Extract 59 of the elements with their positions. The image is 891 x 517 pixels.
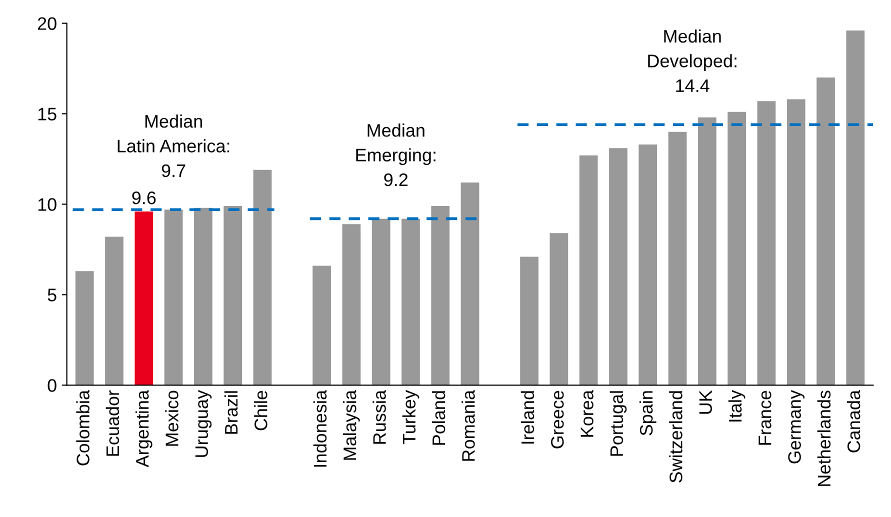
- y-tick-label: 0: [48, 379, 56, 392]
- bar: [550, 233, 568, 386]
- bar: [312, 266, 331, 386]
- x-tick-label: Indonesia: [313, 390, 327, 467]
- x-tick-label: Germany: [788, 390, 805, 464]
- x-tick-label: Switzerland: [669, 391, 682, 483]
- x-tick-label: Korea: [580, 390, 594, 437]
- x-tick-label: Spain: [639, 391, 656, 436]
- data-label: 9.6: [132, 191, 156, 204]
- x-tick-label: Argentina: [135, 390, 152, 468]
- bar: [846, 30, 865, 386]
- bar: [342, 224, 361, 386]
- ref-line-label: Median Developed: 14.4: [648, 29, 736, 92]
- bar: [431, 206, 450, 386]
- ref-line-label: Median Emerging: 9.2: [356, 124, 436, 186]
- x-tick-label: Chile: [254, 390, 268, 430]
- bar: [520, 256, 538, 386]
- bar: [194, 208, 212, 386]
- ref-line-label: Median Latin America: 9.7: [118, 114, 230, 178]
- x-tick-label: Colombia: [76, 390, 90, 466]
- bar: [402, 218, 420, 386]
- bar: [224, 206, 242, 386]
- x-tick-label: Romania: [462, 390, 475, 461]
- x-tick-label: Mexico: [165, 390, 178, 446]
- bar: [757, 101, 776, 386]
- bar: [164, 210, 183, 386]
- bar: [579, 155, 598, 386]
- x-tick-label: Canada: [846, 390, 860, 452]
- bar: [728, 112, 746, 386]
- x-tick-label: Ecuador: [106, 390, 120, 456]
- x-tick-label: UK: [699, 390, 712, 414]
- bar: [786, 99, 806, 386]
- bar: [638, 144, 658, 386]
- bar: [816, 78, 835, 386]
- bar: [75, 271, 94, 386]
- bar: [460, 182, 480, 386]
- bar: [668, 132, 687, 386]
- x-tick-label: Ireland: [520, 391, 534, 444]
- bar: [372, 218, 390, 386]
- y-tick-label: 20: [38, 17, 56, 30]
- bar: [105, 236, 124, 386]
- x-tick-label: Russia: [372, 390, 386, 444]
- x-tick-label: Portugal: [610, 391, 627, 456]
- x-tick-label: Malaysia: [343, 390, 360, 460]
- y-tick-label: 15: [38, 108, 56, 120]
- bar: [698, 117, 716, 386]
- x-tick-label: Uruguay: [195, 390, 212, 457]
- bar: [609, 148, 628, 386]
- bar: [253, 170, 272, 386]
- x-tick-label: Poland: [432, 391, 446, 445]
- x-tick-label: Italy: [728, 390, 746, 422]
- x-tick-label: Turkey: [402, 390, 420, 444]
- x-tick-label: Brazil: [224, 391, 238, 434]
- x-tick-label: Greece: [551, 390, 564, 448]
- y-tick-label: 10: [38, 198, 56, 211]
- x-tick-label: Netherlands: [817, 390, 831, 486]
- x-tick-label: France: [758, 390, 772, 445]
- y-tick-label: 5: [48, 288, 56, 302]
- bar: [134, 211, 154, 386]
